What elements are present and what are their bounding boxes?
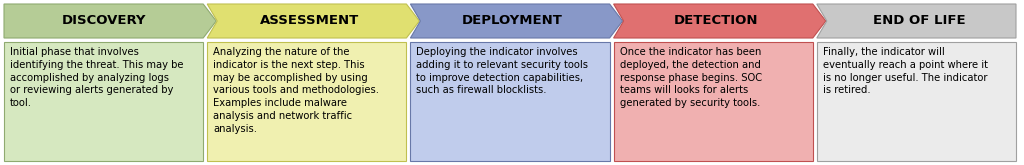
Polygon shape bbox=[4, 4, 216, 38]
FancyBboxPatch shape bbox=[411, 42, 609, 161]
FancyBboxPatch shape bbox=[207, 42, 407, 161]
Text: Finally, the indicator will
eventually reach a point where it
is no longer usefu: Finally, the indicator will eventually r… bbox=[823, 47, 988, 95]
Text: ASSESSMENT: ASSESSMENT bbox=[260, 15, 359, 28]
FancyBboxPatch shape bbox=[613, 42, 813, 161]
Text: DEPLOYMENT: DEPLOYMENT bbox=[462, 15, 563, 28]
Text: END OF LIFE: END OF LIFE bbox=[872, 15, 966, 28]
Polygon shape bbox=[817, 4, 1016, 38]
Text: Analyzing the nature of the
indicator is the next step. This
may be accomplished: Analyzing the nature of the indicator is… bbox=[213, 47, 379, 134]
Polygon shape bbox=[613, 4, 825, 38]
Text: Deploying the indicator involves
adding it to relevant security tools
to improve: Deploying the indicator involves adding … bbox=[417, 47, 589, 95]
Text: Initial phase that involves
identifying the threat. This may be
accomplished by : Initial phase that involves identifying … bbox=[10, 47, 183, 108]
Polygon shape bbox=[411, 4, 623, 38]
Text: DETECTION: DETECTION bbox=[674, 15, 758, 28]
FancyBboxPatch shape bbox=[4, 42, 203, 161]
FancyBboxPatch shape bbox=[817, 42, 1016, 161]
Text: Once the indicator has been
deployed, the detection and
response phase begins. S: Once the indicator has been deployed, th… bbox=[620, 47, 762, 108]
Text: DISCOVERY: DISCOVERY bbox=[61, 15, 145, 28]
Polygon shape bbox=[207, 4, 420, 38]
